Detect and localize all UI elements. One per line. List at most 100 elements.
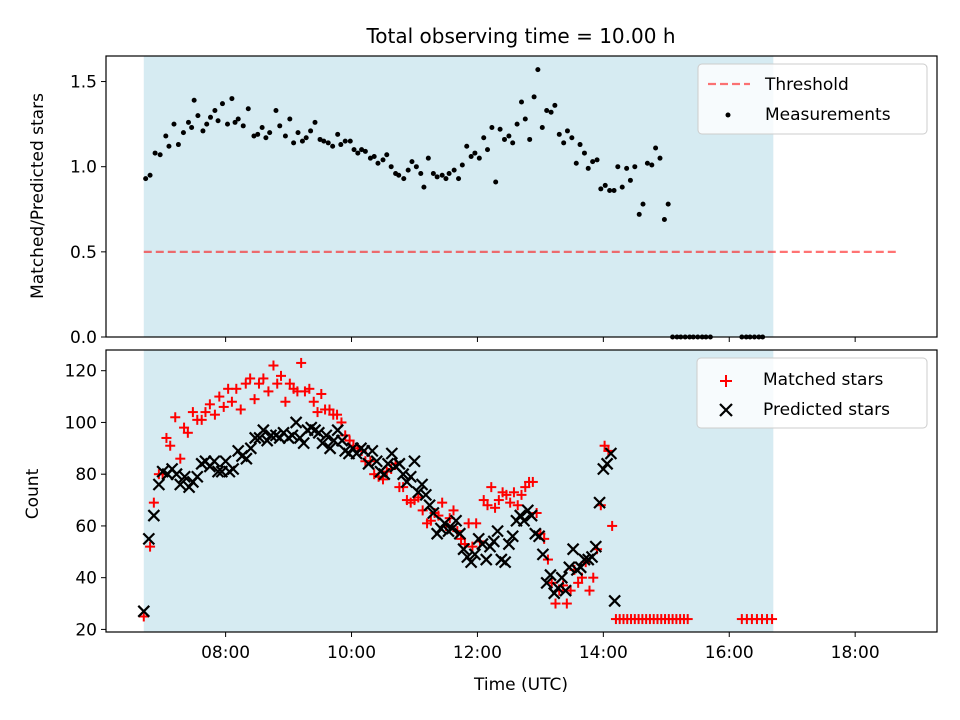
matched-star-marker [161, 432, 172, 443]
predicted-star-marker [532, 529, 546, 543]
predicted-legend-label: Predicted stars [763, 400, 890, 420]
matched-star-marker [268, 360, 279, 371]
predicted-star-marker [479, 553, 493, 566]
predicted-star-marker [468, 548, 482, 561]
predicted-star-marker [178, 470, 191, 484]
predicted-star-marker [362, 457, 375, 471]
measurement-point [607, 188, 613, 194]
top-measurement-points [143, 67, 766, 340]
matched-legend-marker [720, 375, 732, 387]
predicted-star-marker [491, 524, 504, 538]
top-legend: Threshold Measurements [697, 63, 928, 135]
measurement-point [657, 155, 663, 161]
predicted-star-marker [211, 465, 225, 478]
predicted-star-marker [142, 532, 156, 546]
measurement-point [598, 186, 604, 192]
matched-star-marker [527, 476, 538, 487]
threshold-legend-label: Threshold [764, 75, 849, 95]
matched-star-marker [263, 386, 274, 397]
measurement-point [585, 165, 591, 171]
measurement-point [552, 102, 558, 108]
predicted-legend-marker [719, 403, 733, 417]
matched-star-marker [182, 427, 193, 438]
measurement-point [510, 140, 516, 146]
top-plot-frame [105, 55, 938, 338]
predicted-star-marker [517, 514, 531, 528]
measurement-point [481, 135, 487, 141]
measurement-point [157, 152, 163, 158]
predicted-star-marker [498, 555, 512, 569]
matched-star-marker [546, 577, 557, 588]
matched-star-marker [280, 396, 291, 407]
measurement-point [577, 142, 583, 148]
measurement-point [421, 184, 427, 190]
measurement-point [204, 121, 210, 127]
matched-star-marker [187, 407, 198, 418]
measurement-point [191, 97, 197, 103]
measurement-point [232, 119, 238, 125]
measurement-point [295, 130, 301, 136]
bottom-y-tick-label: 100 [65, 413, 97, 433]
measurement-point [594, 157, 600, 163]
matched-star-marker [138, 611, 149, 622]
predicted-star-marker [370, 454, 383, 468]
measurement-point [573, 160, 579, 166]
measurement-point [561, 140, 567, 146]
predicted-star-marker [396, 467, 410, 481]
chart-title: Total observing time = 10.00 h [365, 24, 675, 48]
top-y-axis-label: Matched/Predicted stars [28, 93, 48, 299]
predicted-star-marker [411, 486, 425, 499]
measurement-point [225, 121, 231, 127]
measurement-point [335, 131, 341, 137]
measurement-point [171, 121, 177, 127]
predicted-star-marker [525, 509, 538, 522]
predicted-star-marker [419, 488, 433, 502]
top-panel: 0.0 0.5 1.0 1.5 Matched/Predicted stars Thr… [28, 55, 938, 348]
predicted-star-marker [464, 555, 478, 569]
measurement-point [544, 107, 550, 113]
predicted-star-marker [408, 454, 421, 468]
matched-star-marker [332, 409, 343, 420]
top-observing-span [143, 56, 774, 337]
bottom-x-axis: 08:00 10:00 12:00 14:00 16:00 18:00 [201, 632, 880, 663]
predicted-star-marker [445, 522, 459, 535]
measurement-point [330, 143, 336, 149]
measurement-point [451, 167, 457, 173]
predicted-star-marker [427, 506, 440, 520]
measurement-point [519, 99, 524, 105]
matched-star-marker [240, 378, 251, 389]
predicted-star-marker [385, 447, 399, 460]
measurement-point [180, 130, 186, 136]
matched-star-marker [437, 497, 448, 508]
predicted-star-marker [449, 514, 463, 528]
measurement-point [581, 150, 587, 156]
matched-star-marker [165, 440, 176, 451]
measurement-point [456, 176, 462, 182]
predicted-star-marker [240, 452, 253, 465]
measurement-point [212, 107, 218, 113]
predicted-star-marker [600, 457, 614, 471]
predicted-star-marker [593, 496, 606, 509]
measurement-point [569, 135, 575, 141]
measurement-point [548, 109, 554, 115]
measurement-point [396, 172, 402, 178]
matched-star-marker [214, 391, 225, 402]
predicted-star-marker [589, 540, 603, 553]
x-tick-label: 08:00 [201, 643, 250, 663]
predicted-star-marker [289, 416, 303, 429]
measurement-point [430, 171, 436, 177]
x-tick-label: 12:00 [453, 643, 502, 663]
measurement-point [235, 116, 241, 122]
measurement-point [493, 179, 499, 185]
measurement-point [351, 147, 357, 153]
matched-star-marker [486, 482, 497, 493]
top-y-tick-label: 1.0 [70, 158, 97, 178]
matched-star-marker [573, 577, 584, 588]
matched-star-marker [245, 373, 256, 384]
predicted-star-marker [423, 498, 436, 512]
predicted-star-marker [170, 467, 183, 481]
measurement-point [240, 123, 246, 129]
measurement-point [273, 107, 279, 113]
measurement-point [405, 167, 411, 173]
x-tick-label: 18:00 [831, 643, 880, 663]
